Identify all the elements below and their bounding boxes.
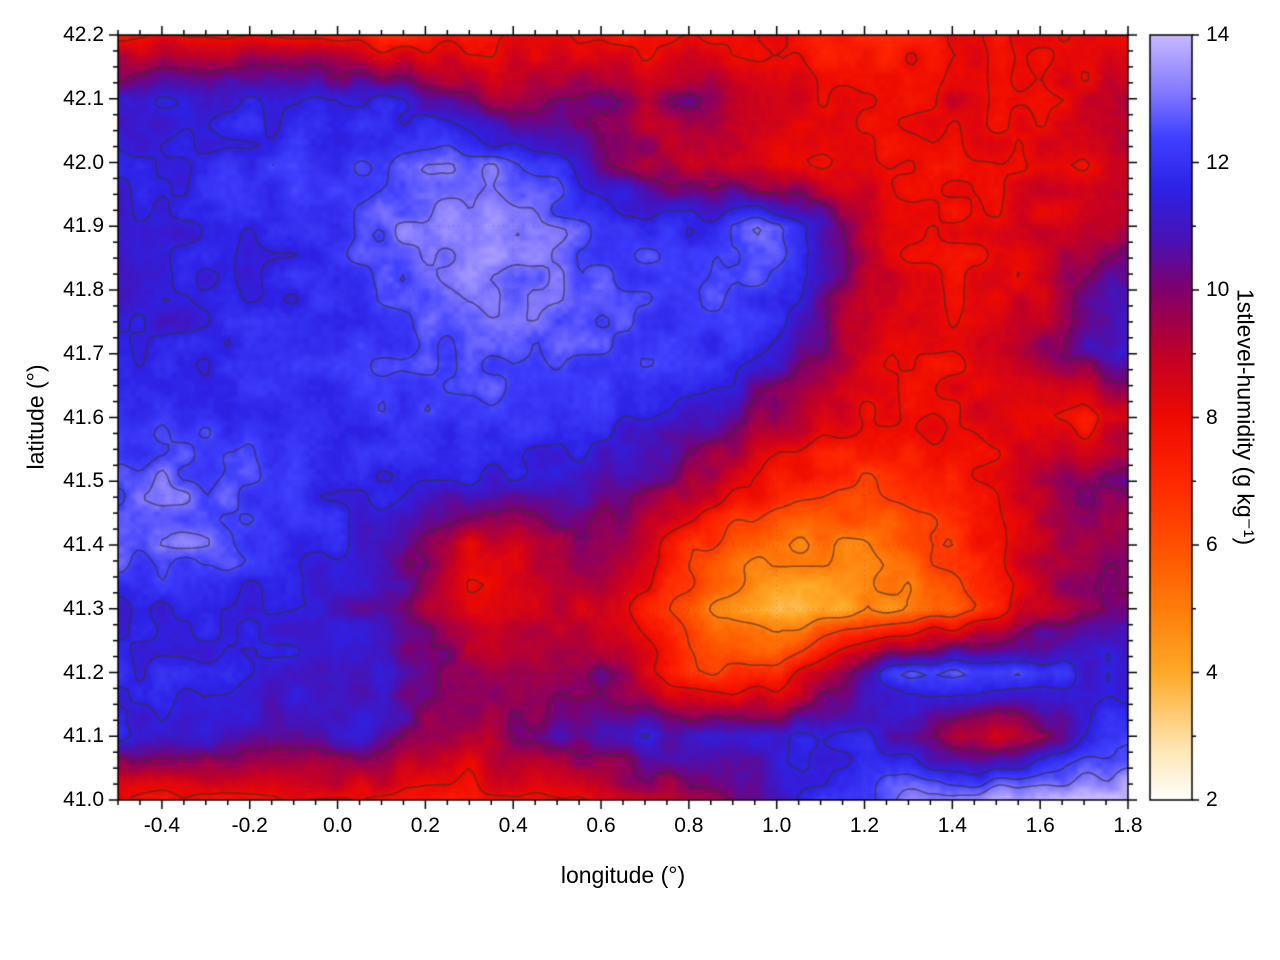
y-axis-label: latitude (°) [22, 364, 49, 470]
colorbar-tick-label: 10 [1206, 278, 1230, 301]
colorbar-tick-label: 6 [1206, 533, 1218, 556]
colorbar-tick-label: 14 [1206, 23, 1230, 46]
x-tick-label: 0.4 [498, 814, 528, 837]
y-tick-label: 41.7 [63, 341, 104, 365]
y-tick-label: 41.4 [63, 533, 104, 556]
y-tick-label: 41.3 [63, 596, 104, 620]
colorbar-tick-label: 8 [1206, 405, 1218, 429]
x-tick-label: 1.4 [937, 814, 967, 837]
y-tick-label: 41.0 [63, 788, 104, 811]
colorbar-tick-label: 2 [1206, 788, 1218, 811]
y-tick-label: 42.2 [63, 23, 104, 46]
x-tick-label: -0.2 [231, 814, 268, 837]
colorbar-tick-label: 12 [1206, 150, 1230, 174]
colorbar-tick-label: 4 [1206, 660, 1218, 684]
x-tick-label: 0.0 [322, 814, 353, 837]
y-tick-label: 41.1 [63, 724, 104, 748]
y-tick-label: 41.8 [63, 278, 104, 301]
y-tick-label: 41.5 [63, 469, 104, 493]
x-tick-label: 1.0 [762, 814, 792, 837]
x-tick-label: 0.8 [674, 814, 704, 837]
y-tick-label: 41.9 [63, 214, 104, 238]
y-tick-label: 42.1 [63, 86, 104, 110]
x-tick-label: 1.2 [849, 814, 880, 837]
x-tick-label: -0.4 [143, 814, 180, 837]
x-tick-label: 0.2 [410, 814, 440, 837]
x-tick-label: 0.6 [586, 814, 616, 837]
x-tick-label: 1.6 [1025, 814, 1055, 837]
colorbar-label: 1stlevel-humidity (g kg⁻¹) [1232, 288, 1259, 546]
y-tick-label: 42.0 [63, 150, 104, 174]
y-tick-label: 41.2 [63, 660, 104, 684]
x-tick-label: 1.8 [1113, 814, 1143, 837]
y-tick-label: 41.6 [63, 405, 104, 429]
x-axis-label: longitude (°) [560, 862, 686, 888]
